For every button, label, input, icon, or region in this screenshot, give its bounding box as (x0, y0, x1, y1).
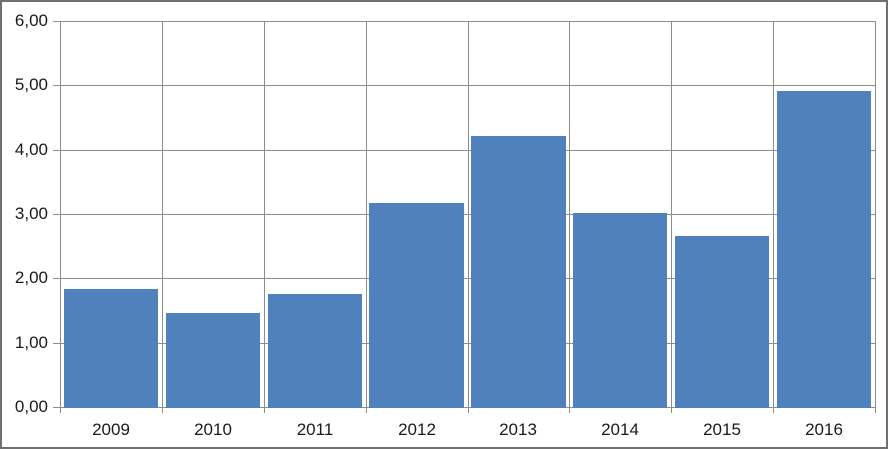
x-axis-tick (875, 408, 876, 413)
x-axis-tick (162, 408, 163, 413)
bar-2011 (267, 293, 362, 408)
x-tick-label-2016: 2016 (805, 420, 843, 439)
y-tick-label: 2,00 (14, 268, 48, 287)
x-tick-label-2014: 2014 (601, 420, 639, 439)
gridline-v (162, 21, 163, 408)
x-axis-tick (468, 408, 469, 413)
bar-2009 (63, 288, 159, 408)
y-axis-tick (53, 278, 60, 279)
x-tick-label-2010: 2010 (194, 420, 232, 439)
gridline-v (671, 21, 672, 408)
x-axis-tick (773, 408, 774, 413)
y-axis-tick (53, 150, 60, 151)
y-axis-tick (53, 214, 60, 215)
gridline-v (366, 21, 367, 408)
bar-2014 (573, 213, 668, 408)
x-tick-label-2013: 2013 (499, 420, 537, 439)
bar-2016 (776, 90, 872, 408)
gridline-v (569, 21, 570, 408)
bar-2012 (369, 203, 464, 408)
y-tick-label: 4,00 (14, 140, 48, 159)
y-axis-tick (53, 343, 60, 344)
gridline-v (773, 21, 774, 408)
gridline-v (468, 21, 469, 408)
y-tick-label: 0,00 (14, 397, 48, 416)
y-tick-label: 3,00 (14, 204, 48, 223)
bar-2010 (165, 313, 260, 408)
x-axis-tick (366, 408, 367, 413)
gridline-v (875, 21, 876, 408)
y-tick-label: 5,00 (14, 75, 48, 94)
x-axis-tick (264, 408, 265, 413)
gridline-v (264, 21, 265, 408)
x-axis-tick (60, 408, 61, 413)
y-axis-line (60, 21, 61, 408)
y-tick-label: 6,00 (14, 11, 48, 30)
x-axis-tick (671, 408, 672, 413)
x-tick-label-2011: 2011 (296, 420, 334, 439)
x-tick-label-2009: 2009 (92, 420, 130, 439)
y-axis-tick (53, 85, 60, 86)
x-tick-label-2012: 2012 (398, 420, 436, 439)
bar-2015 (675, 235, 770, 408)
bar-2013 (471, 136, 566, 408)
x-tick-label-2015: 2015 (703, 420, 741, 439)
y-tick-label: 1,00 (14, 333, 48, 352)
y-axis-tick (53, 407, 60, 408)
x-axis-tick (569, 408, 570, 413)
y-axis-tick (53, 21, 60, 22)
